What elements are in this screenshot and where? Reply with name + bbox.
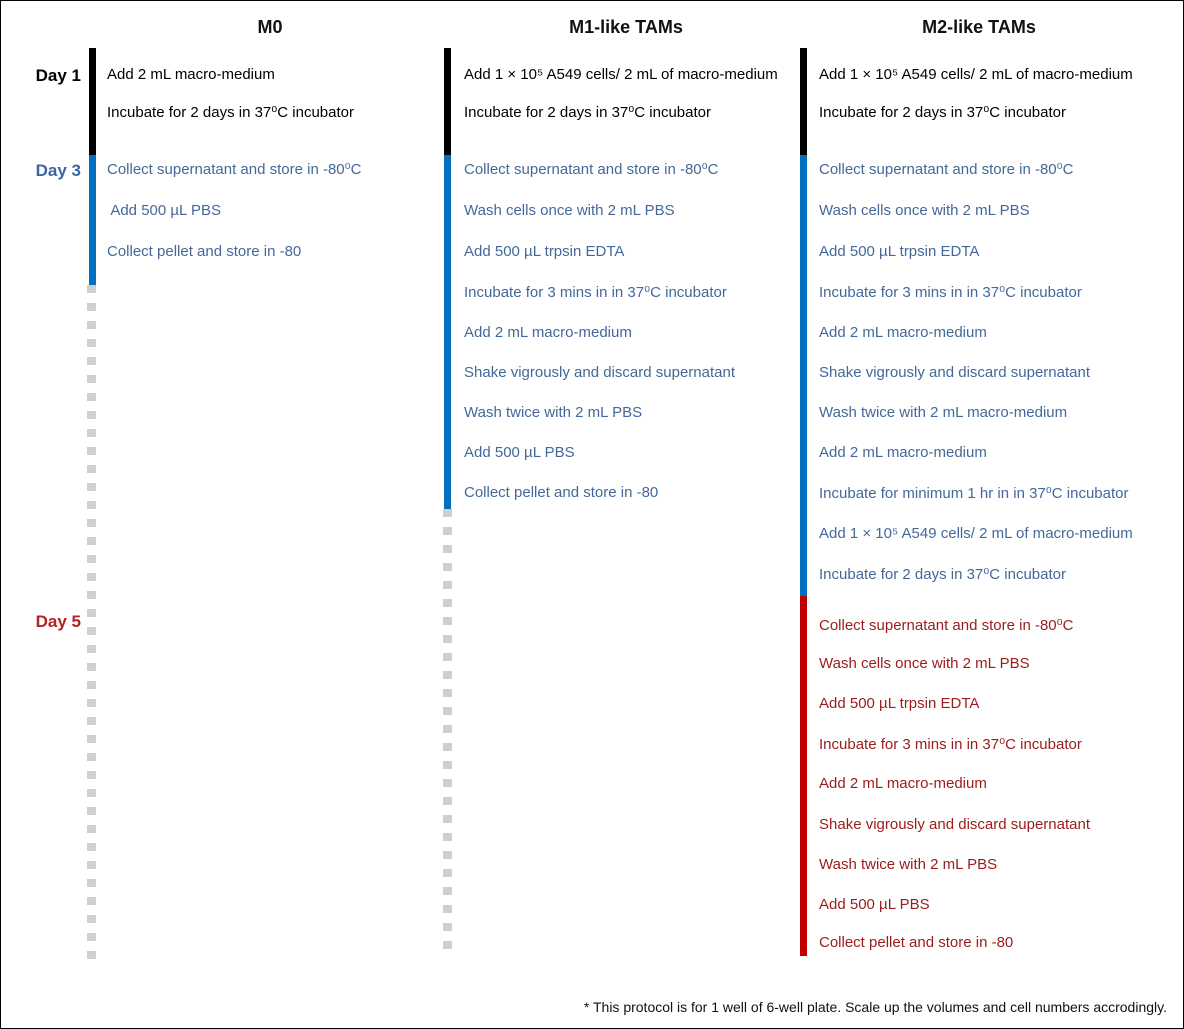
day-label-1: Day 1 — [35, 66, 81, 85]
m2-step-19: Shake vigrously and discard supernatant — [819, 816, 1090, 833]
m1-dashed-line — [443, 509, 452, 953]
m2-step-16: Add 500 µL trpsin EDTA — [819, 695, 980, 712]
m1-step-8: Shake vigrously and discard supernatant — [464, 364, 735, 381]
m1-step-2: Incubate for 2 days in 37⁰C incubator — [464, 104, 711, 121]
protocol-footnote: * This protocol is for 1 well of 6-well … — [583, 999, 1167, 1015]
m1-step-10: Add 500 µL PBS — [464, 444, 575, 461]
m2-step-9: Wash twice with 2 mL macro-medium — [819, 404, 1068, 421]
m2-step-5: Add 500 µL trpsin EDTA — [819, 243, 980, 260]
m0-step-3: Collect supernatant and store in -80⁰C — [107, 161, 362, 178]
m2-step-10: Add 2 mL macro-medium — [819, 444, 987, 461]
m1-step-3: Collect supernatant and store in -80⁰C — [464, 161, 719, 178]
column-header-m0: M0 — [257, 17, 283, 37]
column-header-m1-like-tams: M1-like TAMs — [569, 17, 683, 37]
day-label-3: Day 3 — [35, 161, 81, 180]
m2-step-21: Add 500 µL PBS — [819, 896, 930, 913]
m1-day1-bar — [444, 48, 451, 155]
m1-step-4: Wash cells once with 2 mL PBS — [464, 202, 675, 219]
m1-step-9: Wash twice with 2 mL PBS — [464, 404, 643, 421]
m0-day3-bar — [89, 155, 96, 289]
m2-step-7: Add 2 mL macro-medium — [819, 324, 987, 341]
m0-dashed-line — [87, 285, 96, 961]
m2-day5-bar — [800, 596, 807, 956]
day-label-5: Day 5 — [35, 612, 81, 631]
m1-step-5: Add 500 µL trpsin EDTA — [464, 243, 625, 260]
m2-step-17: Incubate for 3 mins in in 37⁰C incubator — [819, 736, 1082, 753]
m2-day3-bar — [800, 155, 807, 596]
m2-day1-bar — [800, 48, 807, 155]
m2-step-6: Incubate for 3 mins in in 37⁰C incubator — [819, 284, 1082, 301]
m1-step-7: Add 2 mL macro-medium — [464, 324, 632, 341]
m2-step-12: Add 1 × 10⁵ A549 cells/ 2 mL of macro-me… — [819, 525, 1133, 542]
m0-step-5: Collect pellet and store in -80 — [107, 243, 302, 260]
m2-step-20: Wash twice with 2 mL PBS — [819, 856, 998, 873]
m2-step-8: Shake vigrously and discard supernatant — [819, 364, 1090, 381]
m0-step-4: Add 500 µL PBS — [107, 202, 222, 219]
m0-day1-bar — [89, 48, 96, 155]
m2-step-4: Wash cells once with 2 mL PBS — [819, 202, 1030, 219]
m2-step-11: Incubate for minimum 1 hr in in 37⁰C inc… — [819, 485, 1129, 502]
m1-step-11: Collect pellet and store in -80 — [464, 484, 659, 501]
m1-step-6: Incubate for 3 mins in in 37⁰C incubator — [464, 284, 727, 301]
m1-step-1: Add 1 × 10⁵ A549 cells/ 2 mL of macro-me… — [464, 66, 778, 83]
m2-step-13: Incubate for 2 days in 37⁰C incubator — [819, 566, 1066, 583]
m2-step-1: Add 1 × 10⁵ A549 cells/ 2 mL of macro-me… — [819, 66, 1133, 83]
m2-step-3: Collect supernatant and store in -80⁰C — [819, 161, 1074, 178]
m1-day3-bar — [444, 155, 451, 509]
m0-step-1: Add 2 mL macro-medium — [107, 66, 275, 83]
m2-step-14: Collect supernatant and store in -80⁰C — [819, 617, 1074, 634]
m2-step-18: Add 2 mL macro-medium — [819, 775, 987, 792]
column-header-m2-like-tams: M2-like TAMs — [922, 17, 1036, 37]
m2-step-15: Wash cells once with 2 mL PBS — [819, 655, 1030, 672]
m2-step-2: Incubate for 2 days in 37⁰C incubator — [819, 104, 1066, 121]
m0-step-2: Incubate for 2 days in 37⁰C incubator — [107, 104, 354, 121]
m2-step-22: Collect pellet and store in -80 — [819, 934, 1014, 951]
